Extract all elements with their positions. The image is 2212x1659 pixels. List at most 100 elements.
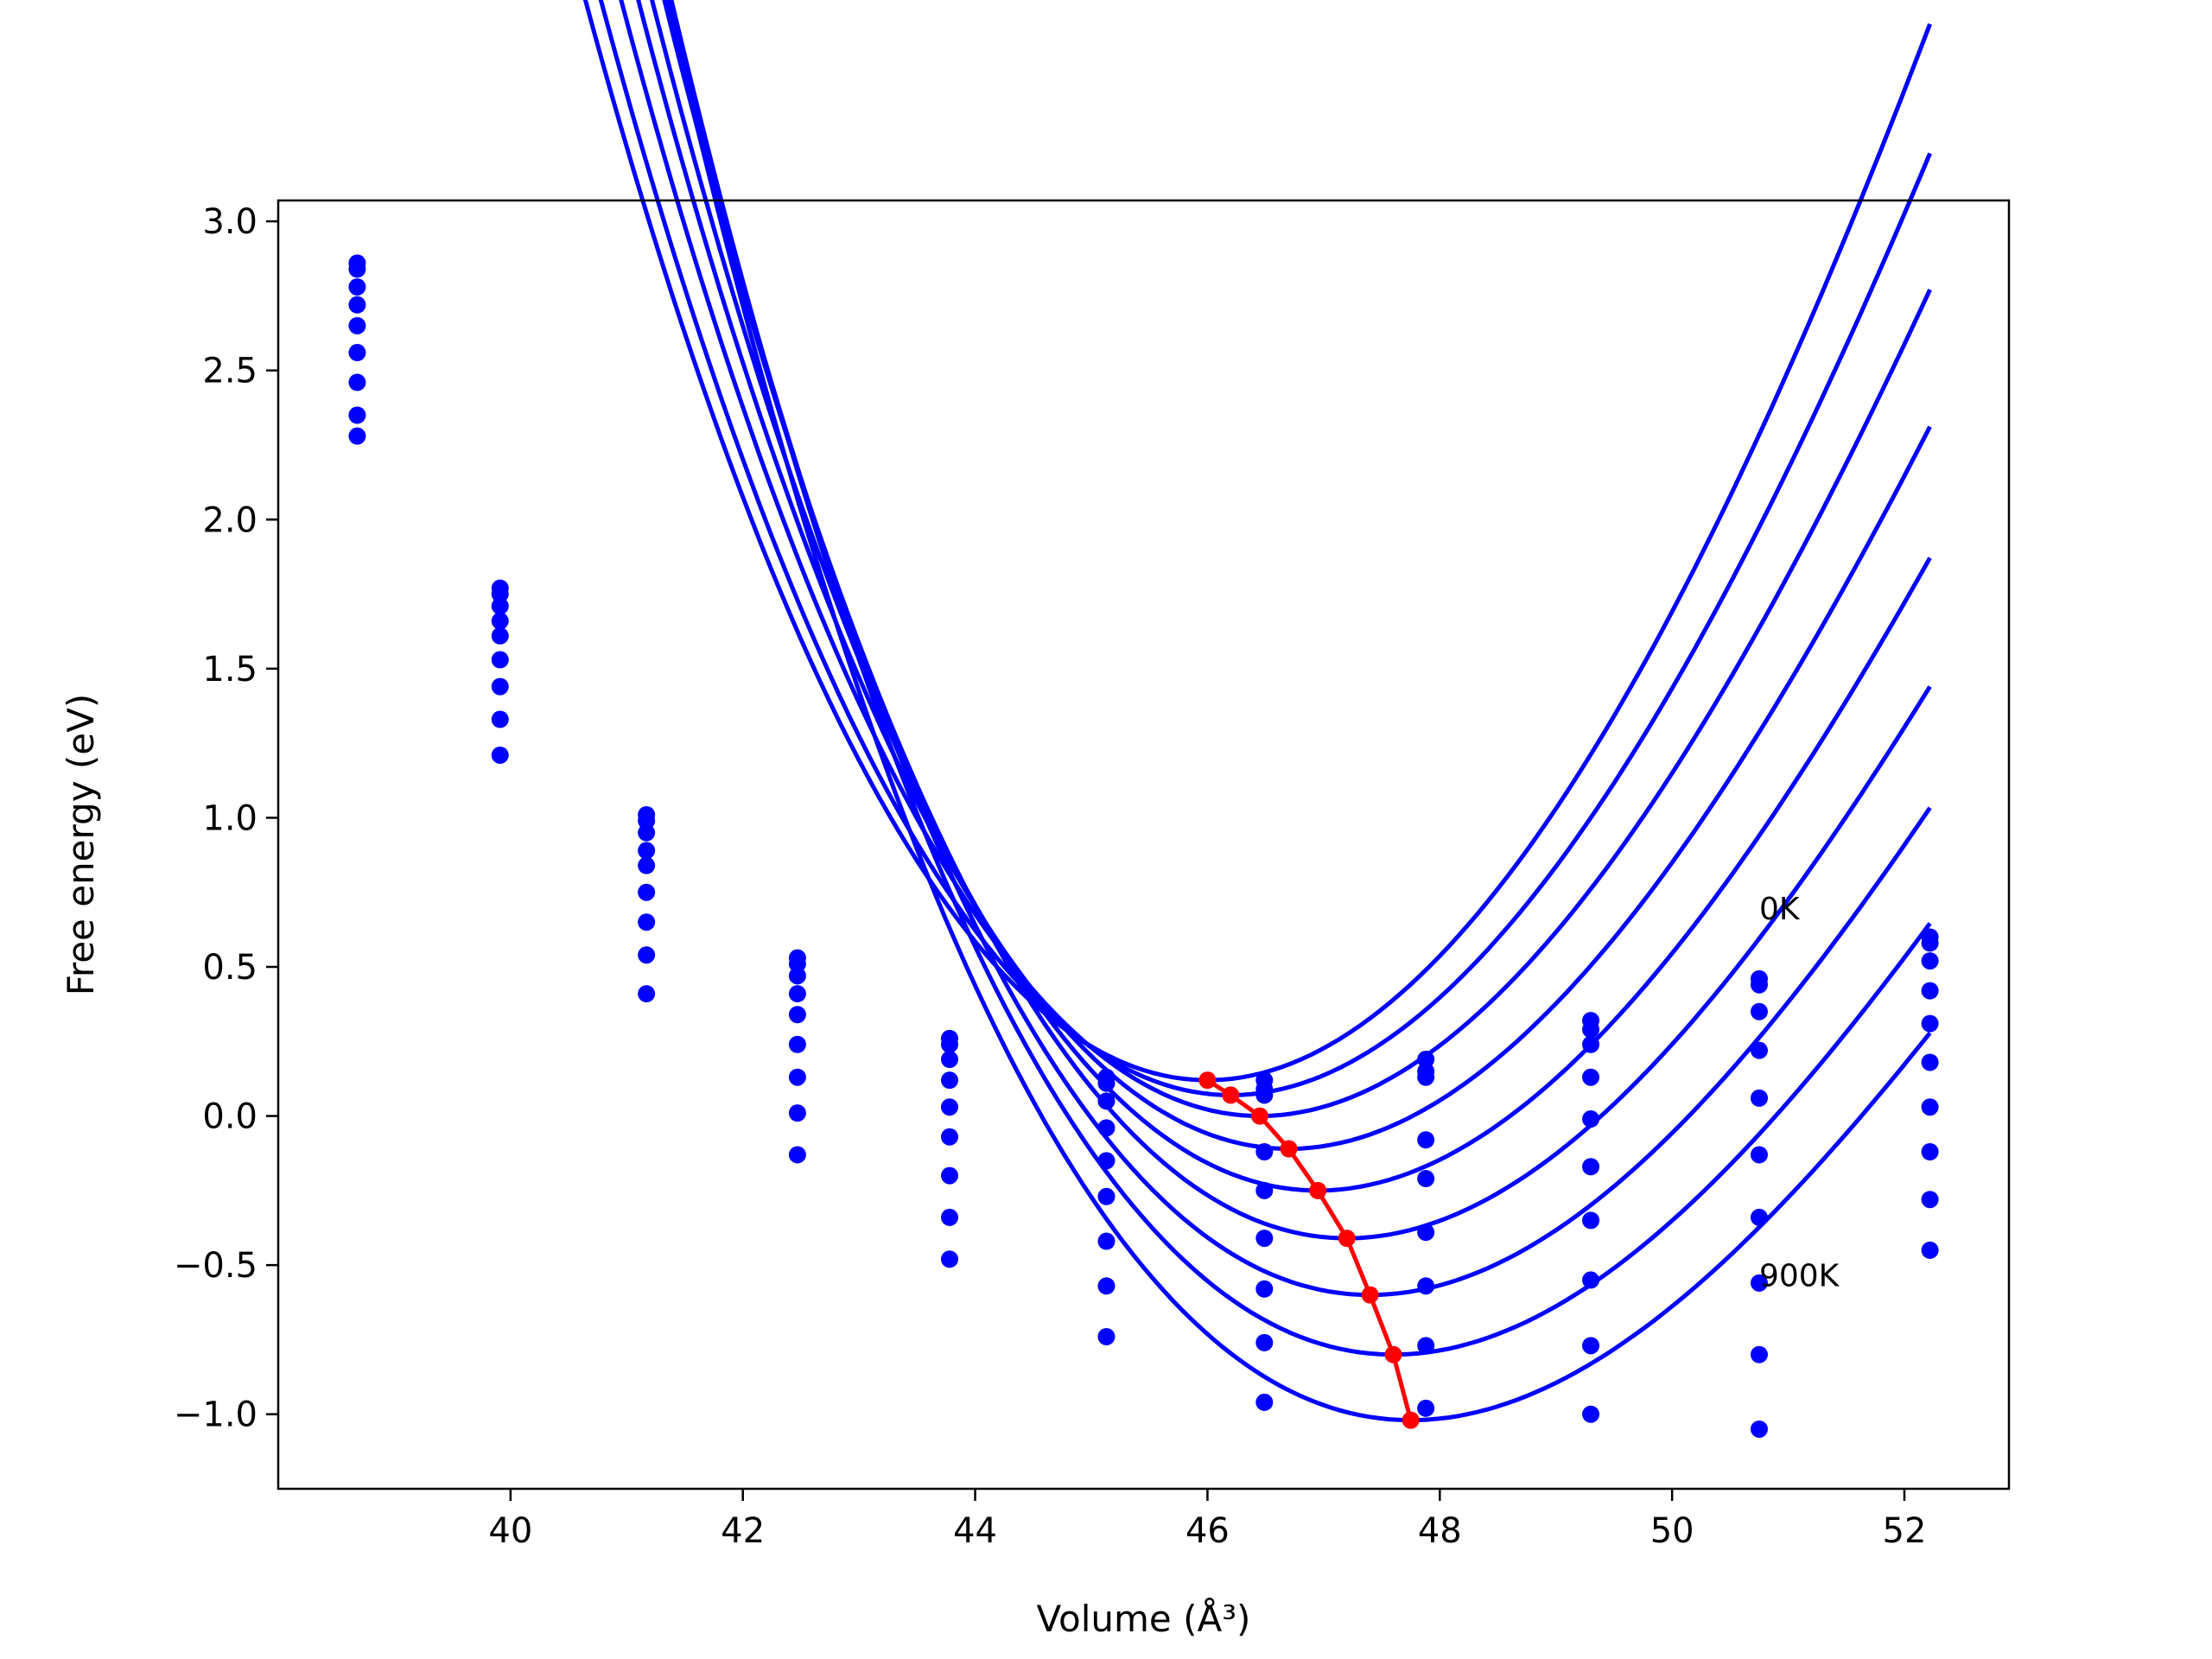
data-point — [1417, 1277, 1435, 1295]
data-point — [941, 1250, 959, 1268]
data-point — [491, 710, 509, 728]
fit-curve-0 — [582, 0, 1932, 1083]
fit-curve-8 — [664, 0, 1932, 1423]
fit-curve-7 — [669, 0, 1932, 1357]
y-axis-label: Free energy (eV) — [60, 694, 102, 996]
annotations-layer: 0K 900K — [1759, 892, 1840, 1294]
data-point — [348, 373, 366, 391]
data-point — [638, 985, 656, 1003]
data-point — [1582, 1211, 1600, 1230]
data-point — [1750, 976, 1768, 994]
data-point — [1750, 1208, 1768, 1226]
data-point — [788, 1068, 806, 1086]
minimum-point — [1198, 1071, 1217, 1090]
minimum-path-layer — [1198, 1071, 1420, 1429]
data-point — [1097, 1152, 1116, 1170]
y-tick-label: 2.0 — [202, 500, 257, 540]
data-point — [788, 1146, 806, 1164]
data-point — [941, 1051, 959, 1068]
x-tick-label: 44 — [953, 1511, 997, 1551]
data-point — [1417, 1170, 1435, 1188]
data-point — [491, 612, 509, 630]
data-point — [941, 1128, 959, 1146]
data-point — [348, 278, 366, 296]
data-point — [348, 406, 366, 424]
data-point — [1417, 1337, 1435, 1355]
x-tick-label: 46 — [1185, 1511, 1230, 1551]
data-point — [1417, 1068, 1435, 1086]
data-point — [1750, 1146, 1768, 1164]
fit-curves-layer — [582, 0, 1932, 1423]
data-point — [1582, 1158, 1600, 1176]
y-tick-label: −1.0 — [174, 1395, 257, 1435]
fit-curve-3 — [636, 0, 1932, 1152]
data-point — [1582, 1035, 1600, 1053]
data-point — [1750, 1274, 1768, 1292]
x-ticks-layer: 40 42 44 46 48 50 52 — [488, 1489, 1926, 1551]
data-point — [1921, 934, 1939, 952]
data-point — [1097, 1232, 1116, 1250]
data-point — [1921, 1053, 1939, 1071]
data-point — [491, 651, 509, 669]
y-tick-label: −0.5 — [174, 1246, 257, 1286]
data-point — [788, 955, 806, 973]
y-tick-label: 1.5 — [202, 650, 257, 690]
data-point — [1582, 1020, 1600, 1039]
data-point — [941, 1071, 959, 1090]
data-point — [1921, 1241, 1939, 1259]
minimum-point — [1222, 1086, 1240, 1104]
curve-annotation: 900K — [1759, 1258, 1840, 1294]
x-tick-label: 50 — [1650, 1511, 1694, 1551]
data-point — [1255, 1333, 1274, 1351]
y-tick-label: 0.5 — [202, 948, 257, 988]
y-tick-label: 0.0 — [202, 1097, 257, 1137]
data-point — [788, 1006, 806, 1024]
data-point — [1417, 1131, 1435, 1149]
y-tick-label: 2.5 — [202, 352, 257, 391]
data-point — [1582, 1405, 1600, 1423]
data-point — [1582, 1110, 1600, 1128]
data-point — [1097, 1277, 1116, 1295]
data-point — [638, 811, 656, 830]
data-point — [638, 883, 656, 901]
curve-annotation: 0K — [1759, 892, 1801, 927]
data-point — [1921, 952, 1939, 970]
data-point — [1255, 1280, 1274, 1298]
data-point — [348, 344, 366, 362]
data-point — [1097, 1187, 1116, 1205]
data-point — [1750, 1041, 1768, 1059]
data-point — [1582, 1337, 1600, 1355]
data-point — [348, 296, 366, 314]
data-point — [788, 985, 806, 1003]
data-point — [348, 427, 366, 445]
data-point — [788, 1035, 806, 1053]
data-point — [1417, 1399, 1435, 1417]
data-point — [1921, 1142, 1939, 1160]
data-point — [1750, 1089, 1768, 1107]
fit-curve-2 — [619, 0, 1932, 1119]
data-point — [1097, 1092, 1116, 1110]
fit-curve-5 — [662, 0, 1932, 1241]
data-point — [491, 677, 509, 696]
data-point — [1921, 982, 1939, 1000]
data-points-layer — [348, 254, 1939, 1438]
x-tick-label: 42 — [721, 1511, 765, 1551]
fit-curve-1 — [598, 0, 1932, 1097]
fit-curve-4 — [649, 0, 1932, 1193]
fit-curve-6 — [666, 0, 1932, 1298]
minimum-point — [1361, 1286, 1379, 1304]
x-tick-label: 52 — [1883, 1511, 1927, 1551]
data-point — [1255, 1393, 1274, 1411]
data-point — [638, 913, 656, 931]
minimum-point — [1309, 1181, 1327, 1199]
data-point — [491, 626, 509, 645]
data-point — [941, 1166, 959, 1185]
minimum-point — [1384, 1345, 1402, 1363]
data-point — [1255, 1230, 1274, 1248]
data-point — [1921, 1191, 1939, 1209]
y-ticks-layer: −1.0 −0.5 0.0 0.5 1.0 1.5 2.0 2.5 3.0 — [174, 202, 278, 1435]
data-point — [1417, 1224, 1435, 1242]
data-point — [1582, 1068, 1600, 1086]
